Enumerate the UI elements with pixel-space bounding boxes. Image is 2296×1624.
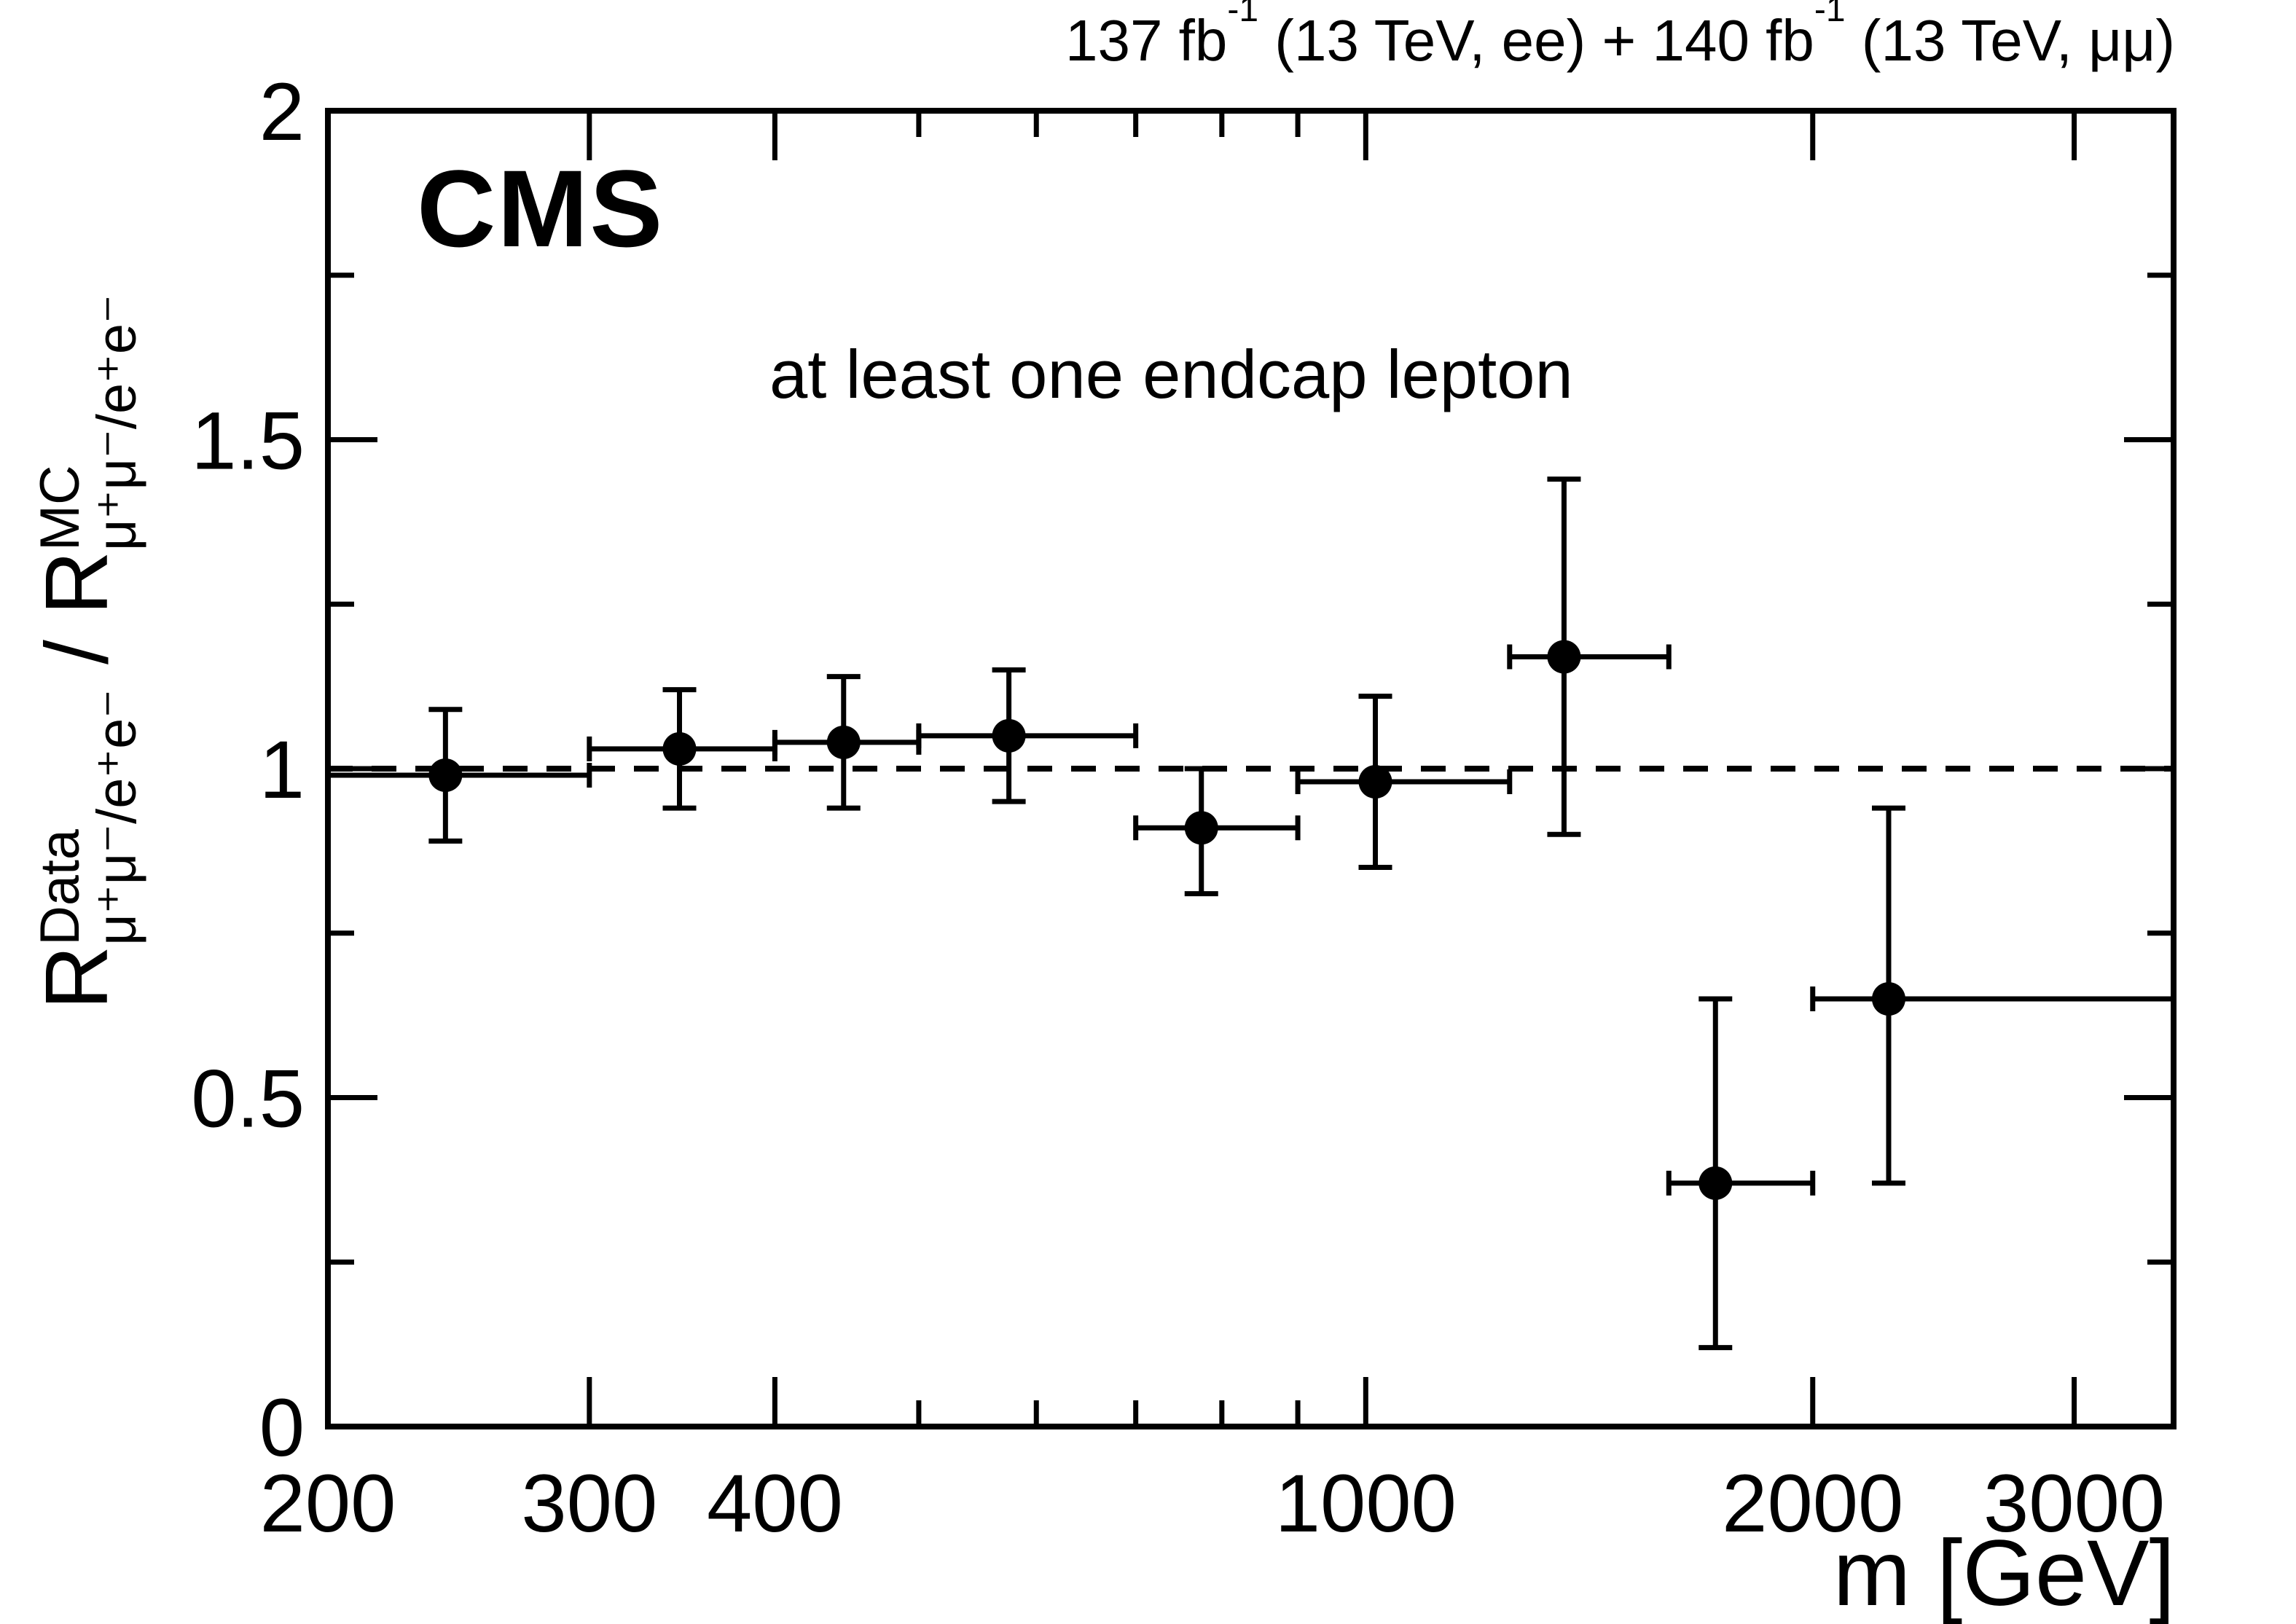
x-tick-label: 400 xyxy=(707,1458,843,1549)
data-superscript: Data xyxy=(29,829,91,946)
luminosity-title: 137 fb-1 (13 TeV, ee) + 140 fb-1 (13 TeV… xyxy=(1065,0,2175,73)
x-axis-title: m [GeV] xyxy=(1833,1521,2175,1624)
data-supsub: Data μ⁺μ⁻/e⁺e⁻ xyxy=(29,689,149,946)
cms-label: CMS xyxy=(417,147,665,270)
x-tick-label: 1000 xyxy=(1275,1458,1457,1549)
y-tick-label: 2 xyxy=(259,66,305,157)
data-point-marker xyxy=(1699,1166,1733,1200)
inverse-fb-sup: -1 xyxy=(1814,0,1846,29)
data-point-marker xyxy=(1358,765,1392,799)
mc-superscript: MC xyxy=(29,465,91,552)
y-tick-label: 1.5 xyxy=(191,396,305,487)
luminosity-mid: (13 TeV, ee) + 140 fb xyxy=(1258,8,1814,73)
data-point-marker xyxy=(992,718,1026,753)
data-point-marker xyxy=(428,758,463,793)
x-tick-label: 300 xyxy=(521,1458,657,1549)
mc-supsub: MC μ⁺μ⁻/e⁺e⁻ xyxy=(29,294,149,552)
divide-symbol: / xyxy=(27,615,127,689)
mumu-ee-subscript: μ⁺μ⁻/e⁺e⁻ xyxy=(87,689,149,946)
y-tick-label: 1 xyxy=(259,724,305,815)
x-tick-label: 200 xyxy=(260,1458,396,1549)
y-axis-title: R Data μ⁺μ⁻/e⁺e⁻ / R MC μ⁺μ⁻/e⁺e⁻ xyxy=(26,294,149,1010)
luminosity-ee: 137 fb xyxy=(1065,8,1228,73)
x-tick-label: 3000 xyxy=(1983,1458,2165,1549)
y-tick-label: 0.5 xyxy=(191,1054,305,1145)
data-point-marker xyxy=(1547,640,1581,674)
inverse-fb-sup: -1 xyxy=(1227,0,1259,29)
x-tick-label: 2000 xyxy=(1722,1458,1903,1549)
mumu-ee-subscript: μ⁺μ⁻/e⁺e⁻ xyxy=(87,294,149,552)
luminosity-mumu: (13 TeV, μμ) xyxy=(1845,8,2175,73)
selection-annotation: at least one endcap lepton xyxy=(769,336,1573,412)
data-point-marker xyxy=(1871,982,1905,1016)
data-point-marker xyxy=(1184,811,1218,845)
y-tick-label: 0 xyxy=(259,1382,305,1473)
ratio-symbol-mc: R xyxy=(27,551,127,616)
ratio-symbol-data: R xyxy=(27,945,127,1010)
data-point-marker xyxy=(826,725,861,759)
data-point-marker xyxy=(662,731,697,766)
